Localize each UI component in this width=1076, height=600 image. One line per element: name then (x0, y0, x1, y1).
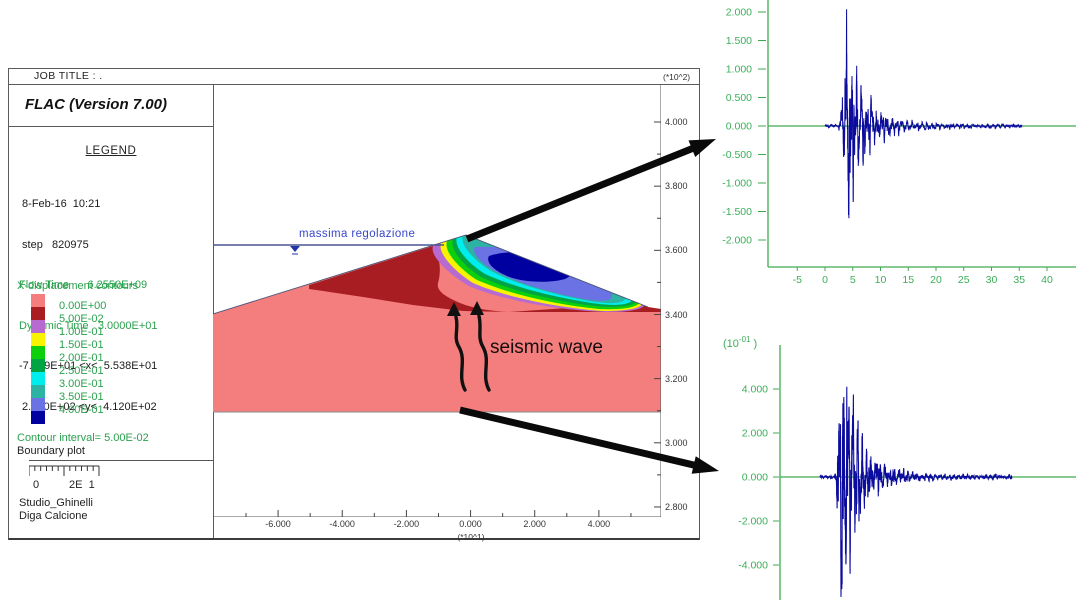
contour-level-label: 1.00E-01 (59, 326, 104, 338)
project-label: Diga Calcione (19, 510, 88, 522)
contour-level-label: 5.00E-02 (59, 313, 104, 325)
main-y-tick-label: 3.000 (665, 437, 688, 448)
contour-swatch (31, 411, 45, 424)
seismo-tick-label: 25 (958, 274, 970, 286)
contour-swatch (31, 398, 45, 411)
legend-title: LEGEND (85, 145, 137, 157)
legend-flow-time: Flow Time 6.2550E+09 (19, 279, 148, 291)
contour-color-scale: 0.00E+00 5.00E-02 1.00E-01 1.50E-01 2.00E-01… (31, 294, 201, 424)
seismo-tick-label: -5 (793, 274, 802, 286)
main-y-tick-label: 3.400 (665, 309, 688, 320)
contour-swatch (31, 346, 45, 359)
seismo-tick-label: 0 (822, 274, 828, 286)
job-title-text: JOB TITLE : . (34, 70, 103, 82)
contour-swatch (31, 294, 45, 307)
contour-level-label: 1.50E-01 (59, 339, 104, 351)
main-x-tick-label: -6.000 (265, 519, 291, 529)
scale-value-label: 2E 1 (69, 479, 95, 491)
seismo-tick-label: -0.500 (722, 149, 752, 161)
seismo-tick-label: -1.000 (722, 178, 752, 190)
seismo-tick-label: -1.500 (722, 206, 752, 218)
flac-output-window: JOB TITLE : . FLAC (Version 7.00) LEGEND… (8, 68, 700, 542)
water-level-marker (290, 246, 300, 252)
seismic-wave-arrowhead (447, 302, 461, 316)
seismo-tick-label: 35 (1013, 274, 1025, 286)
seismo-tick-label: 20 (930, 274, 942, 286)
contour-swatch (31, 333, 45, 346)
main-y-tick-label: 3.800 (665, 181, 688, 192)
y-axis-unit: (*10^2) (663, 72, 691, 82)
seismo-tick-label: 2.000 (742, 428, 768, 440)
legend-separator (29, 460, 213, 461)
main-x-tick-label: 0.000 (459, 519, 482, 529)
seismo-tick-label: 1.500 (726, 35, 752, 47)
contour-level-label: 3.50E-01 (59, 391, 104, 403)
legend-panel: FLAC (Version 7.00) LEGEND 8-Feb-16 10:2… (9, 85, 214, 538)
contour-swatch (31, 307, 45, 320)
seismo-tick-label: 40 (1041, 274, 1053, 286)
job-title-bar: JOB TITLE : . (9, 69, 699, 85)
seismic-wave-arrow (454, 315, 467, 392)
contour-interval: Contour interval= 5.00E-02 (17, 432, 149, 444)
contour-swatch (31, 320, 45, 333)
scale-zero-label: 0 (33, 479, 40, 491)
flac-version-text: FLAC (Version 7.00) (25, 96, 167, 113)
seismo-tick-label: 2.000 (726, 7, 752, 19)
seismo-tick-label: 0.000 (742, 472, 768, 484)
unit-superscript: -01 (739, 335, 751, 344)
legend-step: step 820975 (19, 238, 89, 251)
dam-plot-area: massima regolazione seismic wave (213, 85, 661, 517)
seismo-tick-label: 10 (875, 274, 887, 286)
contour-level-label: 3.00E-01 (59, 378, 104, 390)
water-level-label: massima regolazione (299, 228, 416, 240)
scale-ruler (29, 465, 100, 476)
seismo-tick-label: 30 (986, 274, 998, 286)
version-box: FLAC (Version 7.00) (9, 85, 213, 127)
main-x-tick-label: -4.000 (329, 519, 355, 529)
seismo-tick-label: -2.000 (738, 516, 768, 528)
dam-contour-svg (213, 85, 661, 517)
seismogram-top-trace (824, 9, 1023, 219)
seismo-tick-label: 4.000 (742, 384, 768, 396)
seismo-tick-label: 15 (902, 274, 914, 286)
main-y-tick-label: 3.200 (665, 373, 688, 384)
contour-swatch (31, 372, 45, 385)
contour-level-label: 4.00E-01 (59, 404, 104, 416)
legend-datetime: 8-Feb-16 10:21 (19, 198, 101, 210)
seismo-bottom-unit-label: (10-01 ) (723, 335, 757, 350)
x-axis-unit: (*10^1) (457, 532, 485, 542)
main-y-tick-label: 3.600 (665, 245, 688, 256)
seismogram-bottom-trace (819, 386, 1013, 597)
contours-title: X-displacement contours (17, 280, 139, 292)
contour-level-label: 2.00E-01 (59, 352, 104, 364)
contour-swatch (31, 385, 45, 398)
seismic-wave-label: seismic wave (490, 337, 603, 358)
main-y-tick-label: 4.000 (665, 117, 688, 127)
boundary-plot-label: Boundary plot (17, 445, 85, 457)
main-x-tick-label: -2.000 (393, 519, 420, 529)
seismo-tick-label: 1.000 (726, 64, 752, 76)
main-x-tick-label: 2.000 (523, 519, 546, 529)
seismo-tick-label: 5 (850, 274, 856, 286)
seismo-tick-label: 0.500 (726, 92, 752, 104)
shell-dark-red (309, 246, 661, 312)
unit-close: ) (750, 338, 757, 350)
contour-level-label: 2.50E-01 (59, 365, 104, 377)
seismic-wave-arrowhead (470, 301, 484, 315)
main-y-tick-label: 2.800 (665, 502, 688, 513)
seismic-wave-arrow (477, 314, 491, 392)
seismo-tick-label: -2.000 (722, 235, 752, 247)
seismo-tick-label: -4.000 (738, 560, 768, 572)
main-x-tick-label: 4.000 (587, 519, 611, 529)
contour-swatch (31, 359, 45, 372)
contour-level-label: 0.00E+00 (59, 300, 107, 312)
author-label: Studio_Ghinelli (19, 497, 93, 509)
seismo-tick-label: 0.000 (726, 121, 752, 133)
